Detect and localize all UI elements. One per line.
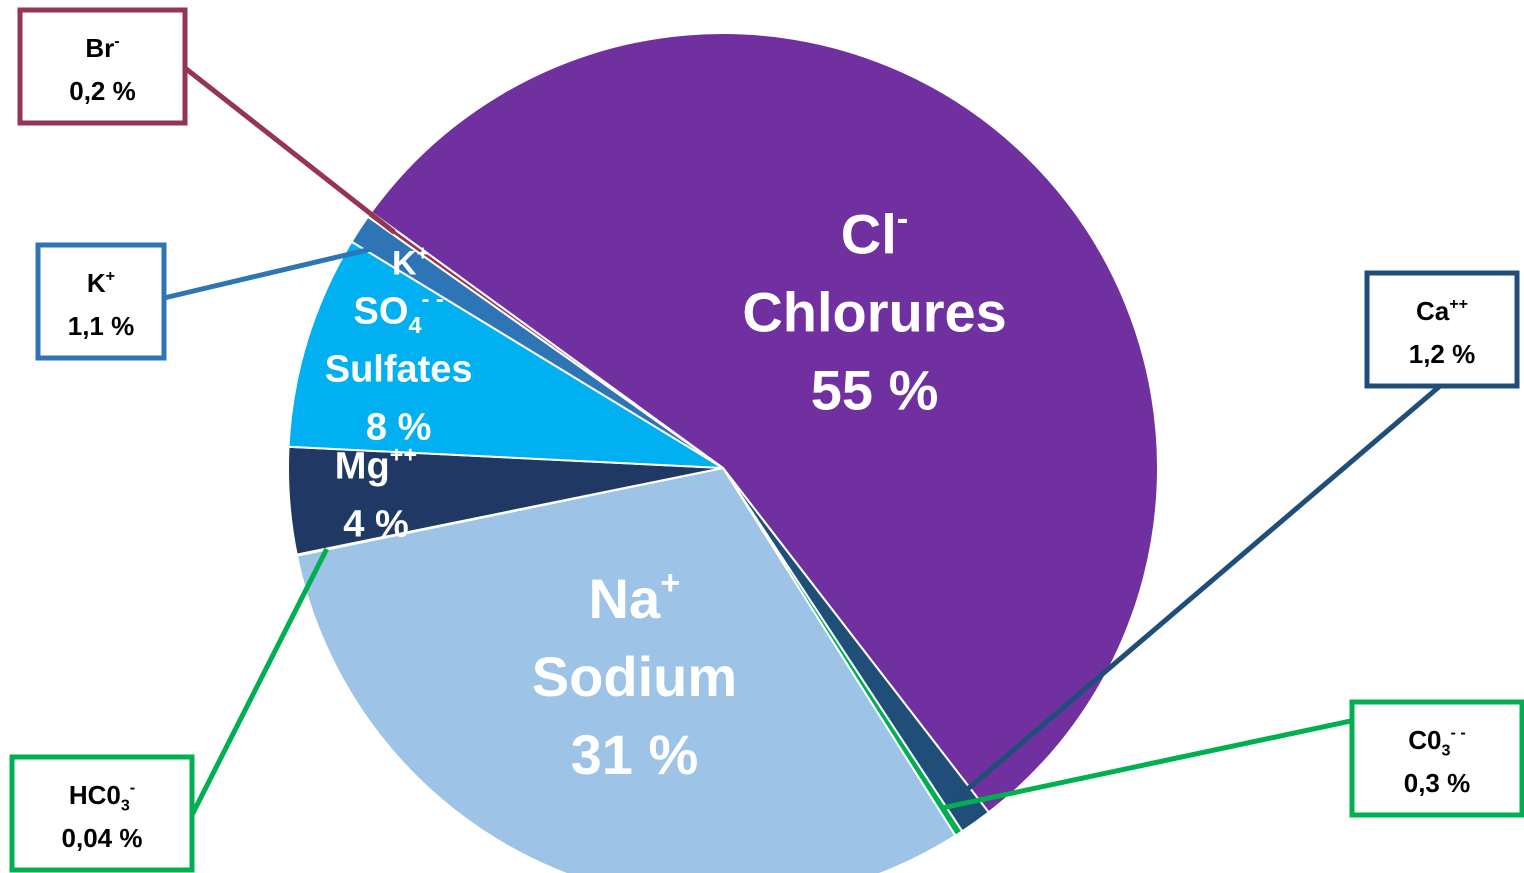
ion-label: Mg++	[335, 442, 417, 488]
slice-name: Sodium	[532, 645, 737, 708]
leader-line	[183, 66, 396, 235]
callout-box	[9, 754, 195, 873]
ion-label: Cl-	[841, 200, 909, 266]
ion-base: C0	[1408, 725, 1441, 755]
callout-box	[1364, 270, 1520, 389]
ion-sup: - -	[422, 286, 444, 312]
ion-sup: +	[106, 267, 115, 285]
ion-sup: ++	[1449, 295, 1468, 313]
ion-label: Br-	[85, 32, 119, 63]
value-label: 1,2 %	[1409, 339, 1476, 369]
callout-box	[17, 7, 188, 126]
value-label: 31 %	[571, 723, 699, 786]
callout-box	[1349, 699, 1524, 818]
slice-name: Chlorures	[742, 281, 1007, 344]
ion-base: HC0	[69, 780, 121, 810]
ion-label: K+	[87, 267, 115, 298]
ion-sup: -	[897, 200, 909, 238]
value-label: 1,1 %	[68, 311, 135, 341]
ion-base: Cl	[841, 203, 897, 266]
ion-base: Mg	[335, 446, 390, 488]
pie-slice	[369, 32, 1159, 814]
value-label: 55 %	[811, 359, 939, 422]
ion-label: K+	[392, 242, 429, 282]
ion-label: Ca++	[1416, 295, 1468, 326]
value-label: 8 %	[366, 407, 431, 449]
leader-line	[956, 384, 1442, 800]
value-label: 0,3 %	[1404, 768, 1471, 798]
ion-base: Ca	[1416, 296, 1450, 326]
ion-sup: -	[114, 32, 119, 50]
leader-line	[163, 243, 386, 301]
value-label: 0,04 %	[62, 823, 143, 853]
ion-sup: -	[130, 778, 135, 796]
ion-sup: - -	[1451, 723, 1466, 741]
slice-name: Sulfates	[325, 349, 473, 391]
ion-base: Br	[85, 33, 114, 63]
ion-base: K	[392, 244, 417, 282]
ion-sub: 4	[408, 312, 421, 338]
ion-sub: 3	[121, 797, 130, 815]
leader-line	[189, 547, 329, 817]
ion-sup: +	[660, 564, 680, 602]
value-label: 0,2 %	[69, 76, 136, 106]
ion-label: HC03-	[69, 778, 135, 814]
ion-base: SO	[354, 291, 409, 333]
ion-base: Na	[589, 567, 661, 630]
ion-base: K	[87, 268, 106, 298]
ion-sup: +	[417, 242, 429, 265]
ion-label: Na+	[589, 564, 681, 630]
ion-label: C03- -	[1408, 723, 1465, 759]
ion-label: SO4- -	[354, 286, 444, 339]
ion-sup: ++	[390, 442, 418, 468]
pie-slice	[295, 466, 957, 873]
ion-sub: 3	[1442, 742, 1451, 760]
callout-box	[35, 242, 167, 361]
value-label: 4 %	[343, 504, 408, 546]
